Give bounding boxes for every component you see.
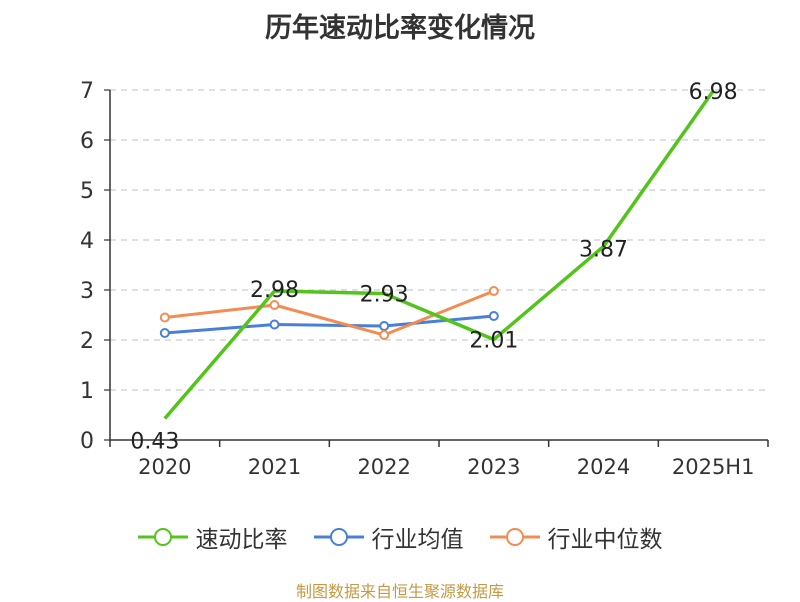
source-note: 制图数据来自恒生聚源数据库	[295, 582, 504, 601]
legend-label: 行业均值	[371, 527, 464, 553]
y-tick-label: 4	[80, 229, 94, 254]
chart-legend: 速动比率 行业均值 行业中位数	[0, 520, 800, 554]
legend-marker-icon	[137, 528, 188, 546]
data-point	[488, 311, 499, 321]
data-label: 2.93	[360, 283, 409, 308]
y-tick-label: 3	[80, 279, 94, 304]
legend-marker-icon	[489, 528, 540, 546]
legend-label: 行业中位数	[547, 527, 663, 553]
y-tick-label: 5	[80, 179, 94, 204]
data-point	[269, 300, 280, 310]
y-tick-label: 6	[80, 129, 94, 154]
data-point	[159, 312, 170, 323]
series-line	[164, 289, 495, 337]
y-tick-label: 0	[80, 429, 94, 454]
data-point	[159, 328, 170, 338]
x-tick-label: 2022	[357, 455, 410, 479]
data-label: 2.98	[250, 278, 299, 303]
data-label: 6.98	[689, 80, 738, 105]
legend-item-industry-median[interactable]: 行业中位数	[489, 520, 663, 554]
series-lines	[159, 89, 715, 420]
axes: 0 1 2 3 4 5 6 7 2020 2021 2022 2023 2024 2025H1	[80, 79, 769, 479]
data-label: 3.87	[579, 238, 628, 263]
data-point	[379, 330, 390, 340]
gridlines	[110, 89, 768, 391]
x-tick-label: 2023	[467, 455, 520, 479]
x-tick-label: 2020	[138, 455, 191, 479]
y-tick-label: 7	[80, 79, 94, 104]
y-tick-label: 1	[80, 379, 94, 404]
series-line	[163, 89, 715, 420]
x-tick-label: 2024	[577, 455, 630, 479]
legend-item-industry-mean[interactable]: 行业均值	[313, 520, 464, 554]
x-tick-label: 2021	[248, 455, 301, 479]
legend-label: 速动比率	[195, 527, 288, 553]
data-label: 0.43	[130, 430, 179, 455]
data-label: 2.01	[469, 329, 518, 354]
series-line	[164, 314, 494, 335]
legend-item-quick-ratio[interactable]: 速动比率	[137, 520, 288, 554]
y-tick-label: 2	[80, 329, 94, 354]
x-tick-label: 2025H1	[672, 455, 755, 479]
data-point	[379, 321, 390, 331]
chart-title: 历年速动比率变化情况	[265, 13, 535, 44]
data-point	[269, 319, 280, 330]
data-point	[488, 286, 499, 296]
data-labels: 0.43 2.98 2.93 2.01 3.87 6.98	[130, 80, 737, 455]
legend-marker-icon	[313, 528, 364, 546]
